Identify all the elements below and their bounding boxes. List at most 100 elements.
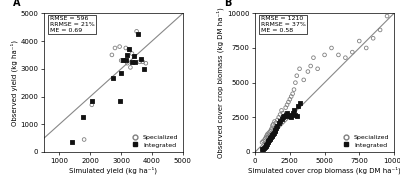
Point [282, 113, 289, 116]
Point [335, 53, 342, 56]
Point [135, 32, 141, 36]
Point [285, 114, 292, 117]
Point [263, 135, 270, 138]
Point [278, 117, 285, 120]
Point [143, 62, 149, 65]
Point [276, 116, 282, 119]
Point [284, 112, 290, 115]
Point [291, 109, 297, 112]
Point [262, 138, 268, 141]
Point [277, 113, 283, 116]
Point [116, 99, 123, 102]
Point [281, 114, 288, 117]
Point [292, 113, 298, 116]
Legend: Specialized, Integrated: Specialized, Integrated [338, 134, 391, 149]
Point [263, 144, 270, 147]
Point [268, 128, 274, 131]
Y-axis label: Observed cover crop biomass (kg DM ha⁻¹): Observed cover crop biomass (kg DM ha⁻¹) [217, 7, 224, 158]
Point [296, 102, 303, 105]
Point [296, 67, 303, 70]
Point [284, 103, 290, 106]
Point [321, 53, 328, 56]
Point [267, 130, 274, 133]
Point [349, 51, 356, 54]
Legend: Specialized, Integrated: Specialized, Integrated [127, 134, 180, 149]
Point [264, 134, 270, 137]
Point [110, 77, 117, 80]
Point [314, 67, 321, 70]
Point [288, 95, 294, 98]
Point [269, 124, 276, 127]
Y-axis label: Observed yield (kg ha⁻¹): Observed yield (kg ha⁻¹) [10, 40, 18, 126]
Point [129, 52, 135, 55]
Point [262, 146, 268, 149]
Point [287, 113, 293, 116]
Point [124, 62, 130, 65]
Point [384, 15, 390, 18]
Point [268, 135, 274, 138]
Point [271, 120, 278, 123]
Point [260, 139, 267, 142]
Point [264, 141, 271, 144]
Point [133, 30, 140, 33]
Point [112, 46, 118, 49]
Point [267, 137, 274, 140]
Point [280, 116, 286, 119]
Point [270, 132, 276, 135]
Point [259, 141, 265, 144]
Point [116, 45, 123, 48]
Point [132, 60, 138, 63]
Point [270, 123, 276, 126]
Point [120, 59, 126, 62]
Point [138, 58, 144, 61]
Text: RMSE = 1210
RRMSE = 37%
ME = 0.58: RMSE = 1210 RRMSE = 37% ME = 0.58 [261, 16, 306, 33]
Point [273, 121, 279, 124]
Point [265, 139, 272, 142]
Point [118, 59, 124, 62]
Point [356, 40, 362, 43]
Point [118, 71, 124, 74]
Point [122, 46, 129, 49]
X-axis label: Simulated yield (kg ha⁻¹): Simulated yield (kg ha⁻¹) [70, 166, 158, 174]
Point [291, 88, 297, 91]
Point [81, 138, 87, 141]
Point [278, 109, 285, 112]
Point [129, 60, 135, 63]
Point [274, 119, 280, 122]
Point [266, 137, 273, 140]
Point [310, 56, 317, 59]
Point [305, 70, 311, 73]
Point [261, 146, 267, 149]
Point [292, 81, 298, 84]
Point [265, 135, 272, 138]
Point [288, 116, 294, 119]
Point [285, 101, 292, 104]
X-axis label: Simulated cover crop biomass (kg DM ha⁻¹): Simulated cover crop biomass (kg DM ha⁻¹… [248, 166, 400, 174]
Point [124, 53, 130, 56]
Point [121, 59, 128, 62]
Point [274, 124, 280, 127]
Point [295, 105, 301, 108]
Point [259, 148, 265, 151]
Point [328, 46, 335, 49]
Point [127, 66, 134, 69]
Point [294, 114, 300, 117]
Text: RMSE = 596
RRMSE = 21%
ME = 0.69: RMSE = 596 RRMSE = 21% ME = 0.69 [50, 16, 94, 33]
Point [363, 46, 370, 49]
Point [140, 60, 146, 63]
Point [266, 138, 272, 141]
Point [266, 134, 273, 137]
Point [89, 99, 95, 102]
Point [271, 130, 278, 133]
Point [136, 60, 143, 63]
Point [126, 48, 132, 51]
Point [126, 48, 132, 51]
Point [264, 142, 270, 145]
Point [120, 59, 126, 62]
Point [68, 141, 75, 144]
Point [271, 131, 277, 134]
Point [300, 78, 307, 81]
Point [276, 121, 282, 124]
Point [272, 128, 278, 131]
Point [268, 135, 275, 138]
